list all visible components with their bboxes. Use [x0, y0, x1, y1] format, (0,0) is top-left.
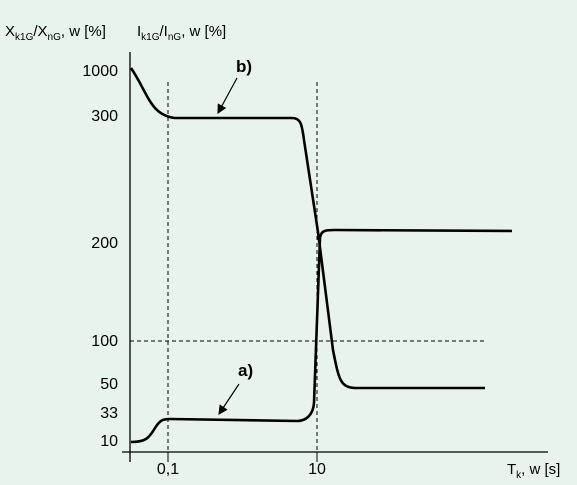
series-line-b — [129, 67, 485, 390]
x-tick-label: 10 — [308, 461, 326, 478]
series-line-a — [130, 228, 513, 444]
y-tick-label: 33 — [100, 405, 118, 422]
y-tick-label: 50 — [100, 376, 118, 393]
x-tick-label: 0,1 — [157, 461, 179, 478]
y-tick-label: 10 — [100, 433, 118, 450]
annotation-arrow-a — [218, 383, 240, 415]
y-tick-label: 200 — [91, 235, 118, 252]
y-tick-label: 1000 — [82, 63, 118, 80]
series-label-b: b) — [236, 57, 252, 76]
y-axis-left-label: Xk1G/XnG, w [%] — [5, 23, 106, 43]
y-axis-right-label: Ik1G/InG, w [%] — [137, 23, 226, 43]
annotation-arrow-b — [217, 77, 238, 115]
x-axis-label: Tk, w [s] — [507, 461, 560, 481]
series-label-a: a) — [238, 361, 253, 380]
y-tick-label: 300 — [91, 108, 118, 125]
y-tick-label: 100 — [91, 333, 118, 350]
